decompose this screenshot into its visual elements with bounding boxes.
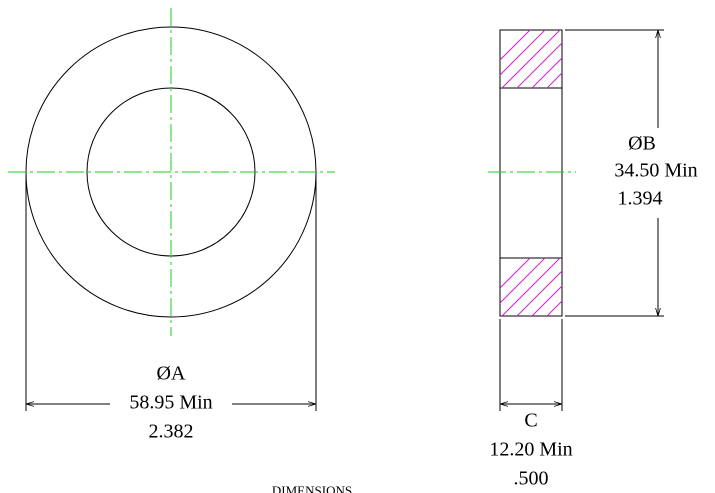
dimension-c: C 12.20 Min .500 [489, 319, 573, 490]
dimension-symbol: C [524, 410, 537, 432]
section-outline [499, 29, 563, 317]
dimension-metric: 34.50 Min [614, 160, 697, 182]
side-view [488, 29, 576, 317]
hatch [500, 30, 562, 88]
dimension-symbol: ØA [157, 363, 186, 385]
hatch [500, 258, 562, 316]
dimension-a: ØA 58.95 Min 2.382 [25, 175, 317, 443]
dimension-metric: 58.95 Min [129, 392, 212, 414]
dimension-inch: 2.382 [149, 421, 194, 443]
dimension-metric: 12.20 Min [489, 439, 572, 461]
footer-title: DIMENSIONS [272, 483, 352, 493]
dimension-symbol: ØB [628, 133, 656, 155]
dimension-inch: .500 [514, 468, 549, 490]
dimension-b: ØB 34.50 Min 1.394 [565, 29, 698, 317]
front-view [8, 8, 335, 336]
dimension-inch: 1.394 [618, 188, 663, 210]
